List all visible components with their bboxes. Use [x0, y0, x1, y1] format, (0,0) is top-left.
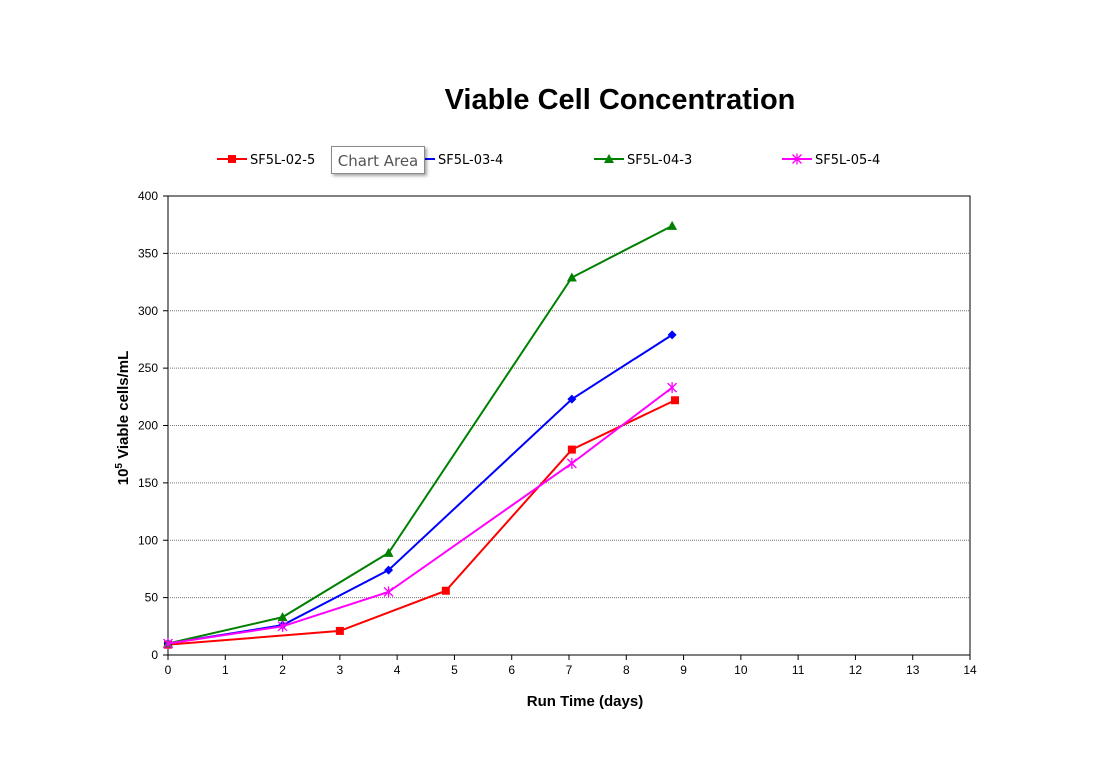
series-layer — [163, 220, 679, 650]
x-tick-label: 14 — [963, 663, 977, 677]
x-tick-label: 10 — [734, 663, 748, 677]
legend-marker — [792, 153, 802, 165]
data-point — [667, 382, 678, 394]
data-point — [383, 586, 394, 598]
data-point — [566, 457, 577, 469]
data-point — [383, 547, 394, 557]
legend-item: SF5L-05-4 — [782, 153, 880, 168]
data-point — [277, 612, 288, 622]
x-axis-title: Run Time (days) — [527, 693, 643, 710]
legend-label: SF5L-03-4 — [438, 153, 503, 168]
x-tick-label: 13 — [906, 663, 920, 677]
x-tick-label: 0 — [165, 663, 172, 677]
data-point — [567, 394, 577, 404]
x-tick-label: 7 — [566, 663, 573, 677]
legend-item: SF5L-02-5 — [217, 153, 315, 168]
chart-area-tooltip: Chart Area — [331, 146, 425, 174]
y-axis-title-rest: Viable cells/mL — [115, 351, 132, 463]
data-point — [441, 586, 450, 595]
legend: SF5L-02-5 SF5L-03-4 SF5L-04-3 SF5L-05-4 — [217, 153, 880, 168]
data-point — [670, 396, 679, 405]
legend-label: SF5L-02-5 — [250, 153, 315, 168]
x-tick-label: 12 — [849, 663, 863, 677]
legend-label: SF5L-04-3 — [627, 153, 692, 168]
chart-title: Viable Cell Concentration — [445, 84, 796, 116]
legend-marker — [604, 154, 614, 163]
series-SF5L-05-4 — [163, 382, 678, 650]
y-axis-title-base: 10 — [115, 469, 132, 486]
legend-marker — [228, 155, 236, 163]
x-tick-label: 2 — [279, 663, 286, 677]
x-tick-label: 5 — [451, 663, 458, 677]
x-tick-label: 11 — [792, 663, 805, 677]
gridlines — [168, 252, 970, 599]
data-point — [335, 626, 344, 635]
x-axis: 0 1 2 3 4 5 6 7 8 9 10 11 12 13 14 — [165, 655, 977, 677]
data-point — [163, 638, 173, 650]
plot-area[interactable]: 0 1 2 3 4 5 6 7 8 9 10 11 12 13 14 0501001502002503003… — [138, 189, 977, 677]
x-tick-label: 1 — [222, 663, 229, 677]
x-tick-label: 6 — [508, 663, 515, 677]
y-tick-label: 0 — [151, 648, 158, 662]
y-axis-title: 105 Viable cells/mL — [114, 351, 132, 486]
data-point — [667, 330, 677, 340]
x-tick-label: 4 — [394, 663, 401, 677]
data-point — [277, 620, 288, 632]
x-tick-label: 3 — [337, 663, 344, 677]
x-tick-label: 8 — [623, 663, 630, 677]
y-tick-label: 350 — [138, 246, 158, 260]
y-tick-label: 50 — [145, 591, 159, 605]
y-tick-label: 200 — [138, 419, 158, 433]
data-point — [567, 445, 576, 454]
y-tick-label: 300 — [138, 304, 158, 318]
y-tick-label: 250 — [138, 361, 158, 375]
legend-label: SF5L-05-4 — [815, 153, 880, 168]
y-axis: 0 50 100 150 200 250 300 350 400 — [138, 189, 168, 662]
y-tick-label: 400 — [138, 189, 158, 203]
y-tick-label: 100 — [138, 533, 158, 547]
data-point — [566, 272, 577, 282]
legend-item: SF5L-04-3 — [594, 153, 692, 168]
data-point — [667, 220, 678, 230]
y-axis-title-exponent: 5 — [114, 463, 125, 469]
x-tick-label: 9 — [680, 663, 687, 677]
y-tick-label: 150 — [138, 476, 158, 490]
data-point — [384, 565, 394, 575]
